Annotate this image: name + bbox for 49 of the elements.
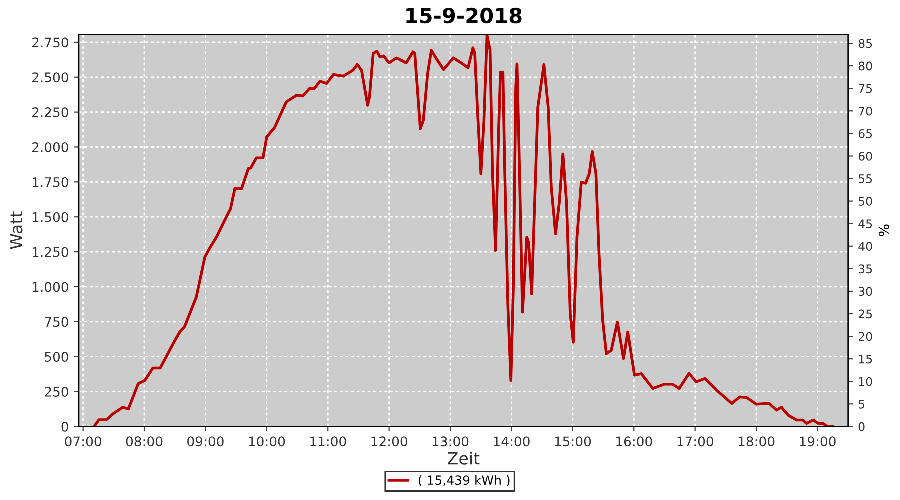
x-tick-label: 14:00 [494,436,530,447]
y2-tick-label: 45 [858,220,872,228]
x-tick-label: 19:00 [800,436,836,447]
y2-tick-label: 10 [859,377,872,386]
x-tick-label: 13:00 [432,436,469,447]
chart-title: 15-9-2018 [406,8,522,24]
y2-tick-label: 40 [858,242,872,252]
y-tick-label: 1.750 [32,177,68,188]
y-tick-label: 2.500 [32,72,68,83]
y-tick-label: 250 [45,386,68,397]
y2-tick-label: 20 [858,332,872,342]
y2-tick-label: 75 [859,84,872,94]
x-axis-title: Zeit [448,452,480,465]
y-tick-label: 2.000 [32,142,68,152]
y2-tick-label: 25 [858,310,872,319]
y2-tick-label: 50 [858,197,872,206]
y-tick-label: 1.000 [32,282,68,292]
line-series [92,34,834,427]
y2-tick-label: 15 [859,354,872,364]
y-tick-label: 1.250 [32,247,68,258]
x-tick-label: 12:00 [372,436,408,447]
y2-tick-label: 5 [858,400,865,409]
x-tick-label: 16:00 [616,436,652,447]
x-tick-label: 18:00 [738,436,775,447]
x-tick-label: 08:00 [126,436,163,447]
y2-tick-label: 65 [858,129,872,138]
y-tick-label: 0 [62,422,68,432]
x-tick-label: 07:00 [65,436,102,447]
x-tick-label: 10:00 [249,436,286,447]
y2-axis-title: % [878,224,890,236]
x-tick-label: 11:00 [310,436,346,447]
y-tick-label: 2.250 [32,108,68,118]
y2-tick-label: 80 [858,62,872,71]
x-tick-label: 17:00 [678,436,714,447]
y-tick-label: 2.750 [32,38,68,48]
y-axis-title: Watt [10,212,23,250]
x-tick-label: 15:00 [555,436,592,447]
y2-tick-label: 60 [858,152,872,161]
y2-tick-label: 0 [858,422,865,432]
y2-tick-label: 55 [858,174,872,184]
y2-tick-label: 85 [858,39,872,48]
y-tick-label: 750 [45,317,68,328]
y-tick-label: 1.500 [32,212,68,222]
y2-tick-label: 30 [858,287,872,296]
x-tick-label: 09:00 [188,436,224,447]
y2-tick-label: 35 [858,264,872,274]
legend-label: ( 15,439 kWh ) [418,475,510,487]
y-tick-label: 500 [45,352,68,362]
y2-tick-label: 70 [859,106,872,116]
